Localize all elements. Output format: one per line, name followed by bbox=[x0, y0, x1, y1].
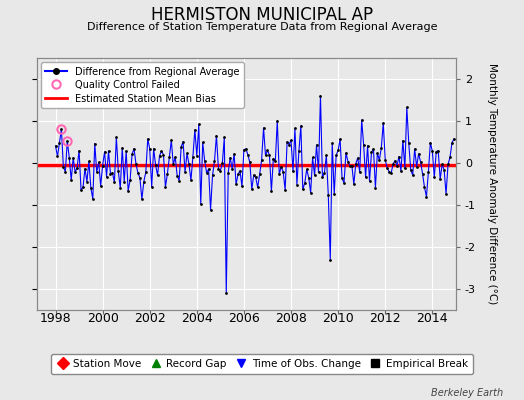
Text: HERMISTON MUNICIPAL AP: HERMISTON MUNICIPAL AP bbox=[151, 6, 373, 24]
Text: 2002: 2002 bbox=[134, 312, 166, 324]
Legend: Station Move, Record Gap, Time of Obs. Change, Empirical Break: Station Move, Record Gap, Time of Obs. C… bbox=[51, 354, 473, 374]
Y-axis label: Monthly Temperature Anomaly Difference (°C): Monthly Temperature Anomaly Difference (… bbox=[487, 63, 497, 305]
Text: 2006: 2006 bbox=[228, 312, 260, 324]
Text: 2014: 2014 bbox=[417, 312, 448, 324]
Text: 2012: 2012 bbox=[369, 312, 401, 324]
Text: 2004: 2004 bbox=[181, 312, 213, 324]
Text: 1998: 1998 bbox=[40, 312, 71, 324]
Text: 2008: 2008 bbox=[275, 312, 307, 324]
Legend: Difference from Regional Average, Quality Control Failed, Estimated Station Mean: Difference from Regional Average, Qualit… bbox=[40, 62, 244, 108]
Text: Berkeley Earth: Berkeley Earth bbox=[431, 388, 503, 398]
Text: 2010: 2010 bbox=[322, 312, 354, 324]
Text: 2000: 2000 bbox=[86, 312, 118, 324]
Text: Difference of Station Temperature Data from Regional Average: Difference of Station Temperature Data f… bbox=[87, 22, 437, 32]
